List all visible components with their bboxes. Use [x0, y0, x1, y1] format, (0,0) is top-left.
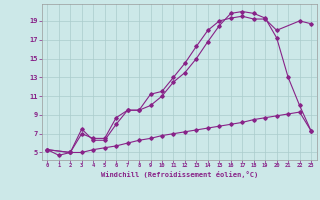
X-axis label: Windchill (Refroidissement éolien,°C): Windchill (Refroidissement éolien,°C): [100, 171, 258, 178]
